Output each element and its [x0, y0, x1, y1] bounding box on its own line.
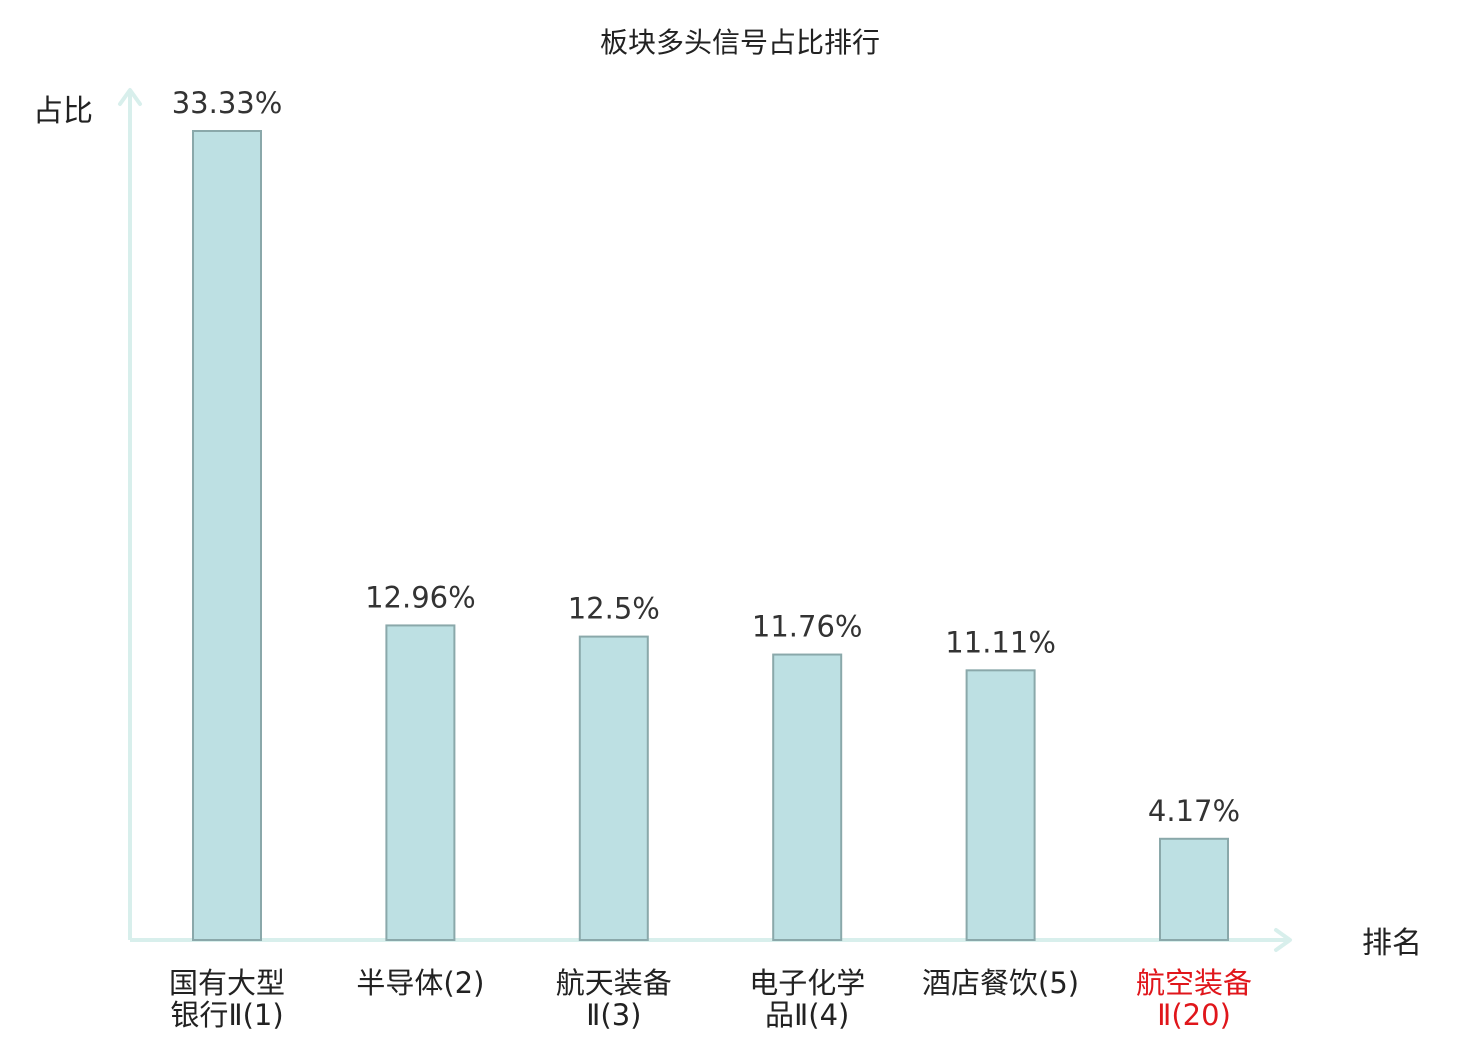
bar	[772, 653, 843, 942]
axes	[118, 88, 1292, 952]
value-labels-group: 33.33% 12.96% 12.5% 11.76% 11.11% 4.17%	[172, 86, 1240, 828]
bar	[192, 130, 262, 941]
bar-value-label: 12.96%	[365, 580, 476, 614]
category-tick-label: 酒店餐饮(5)	[922, 966, 1079, 1000]
bar-value-label: 11.76%	[752, 610, 863, 644]
category-tick-label: 航天装备	[556, 966, 672, 1000]
y-axis-arrow-icon	[118, 88, 142, 106]
bar	[965, 669, 1036, 941]
bar-value-label: 11.11%	[945, 625, 1056, 659]
y-axis-title: 占比	[33, 94, 93, 129]
x-axis-title: 排名	[1362, 926, 1422, 961]
category-tick-label: 品Ⅱ(4)	[765, 998, 849, 1032]
bar	[578, 635, 649, 941]
category-tick-label: 电子化学	[749, 966, 865, 1000]
category-tick-label: Ⅱ(20)	[1157, 998, 1231, 1032]
bar-value-label: 4.17%	[1148, 794, 1240, 828]
chart-title: 板块多头信号占比排行	[600, 26, 880, 59]
bar	[1159, 837, 1229, 942]
category-tick-label: Ⅱ(3)	[586, 998, 641, 1032]
bar-value-label: 12.5%	[568, 592, 660, 626]
x-axis-arrow-icon	[1274, 928, 1292, 952]
bar	[385, 624, 456, 941]
category-tick-label: 国有大型	[169, 966, 285, 1000]
category-tick-label: 半导体(2)	[356, 966, 484, 1000]
bars-group	[192, 130, 1229, 942]
bar-value-label: 33.33%	[172, 86, 283, 120]
category-tick-label: 银行Ⅱ(1)	[170, 998, 283, 1032]
category-tick-label: 航空装备	[1136, 966, 1252, 1000]
